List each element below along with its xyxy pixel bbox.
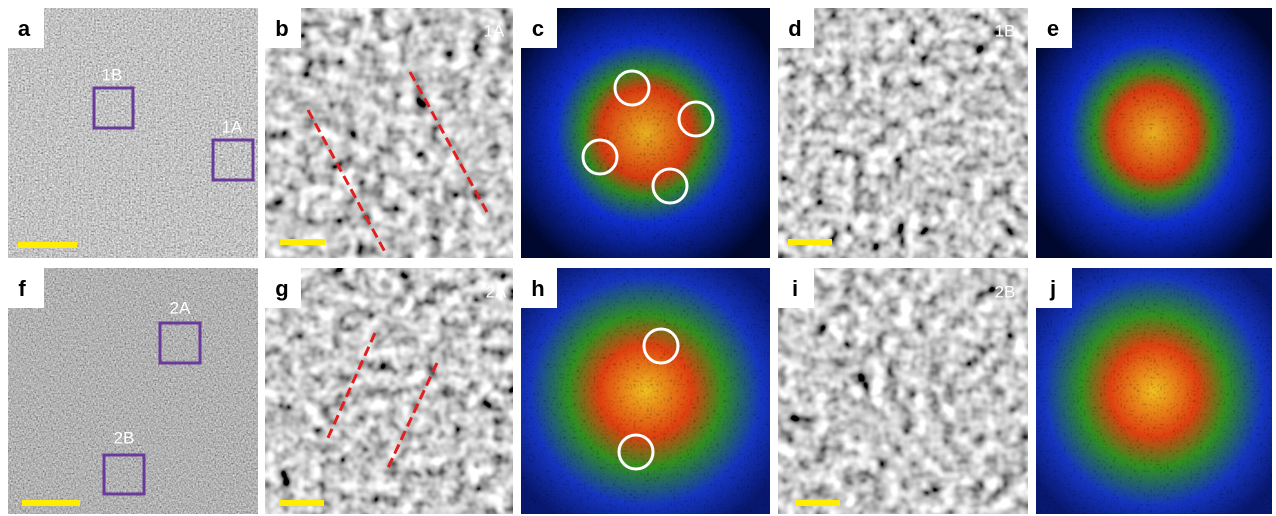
micrograph [778,8,1028,258]
micrograph [265,8,513,258]
panel-label: 2A [486,282,507,301]
region-label: 1B [102,65,123,84]
panel-label: 1A [484,21,505,40]
micrograph [778,268,1028,514]
micrograph [265,268,513,514]
panel-letter: d [788,16,801,41]
panel-letter: h [531,276,544,301]
micrograph [8,268,258,514]
panel-label: 2B [995,282,1016,301]
panel-letter: g [275,276,288,301]
panel-letter: a [18,16,31,41]
panel-letter: i [792,276,798,301]
region-label: 2A [170,298,191,317]
micrograph [8,8,258,258]
panel-letter: e [1047,16,1059,41]
region-label: 2B [114,428,135,447]
panel-letter: f [18,276,26,301]
panel-letter: c [532,16,544,41]
fft-noise [521,8,770,258]
panel-label: 1B [995,21,1016,40]
fft-noise [521,268,770,514]
figure: a b c d e f g h i j 1B 1A 2A 2B 1A 1B 2A… [0,0,1276,516]
panel-letter: b [275,16,288,41]
region-label: 1A [222,117,243,136]
panel-letter: j [1049,276,1056,301]
